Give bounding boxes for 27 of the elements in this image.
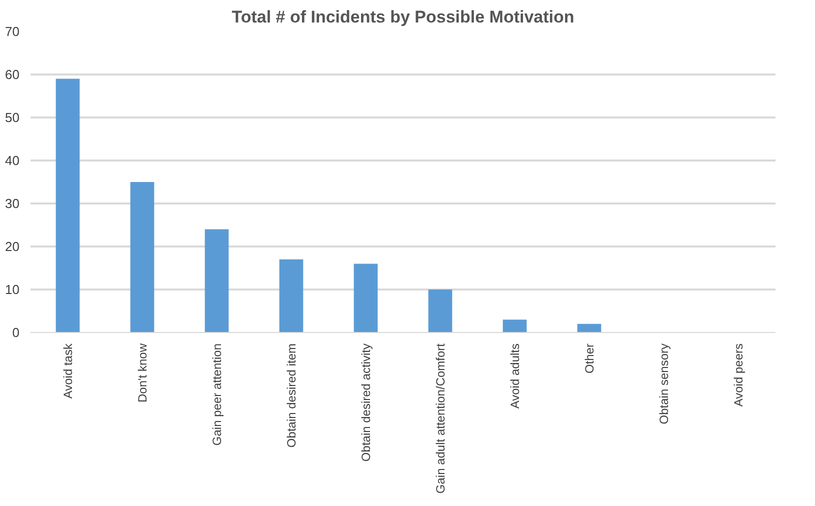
x-tick-label: Gain adult attention/Comfort xyxy=(433,342,448,494)
y-tick-label: 60 xyxy=(5,67,20,82)
bar xyxy=(502,320,527,332)
y-tick-label: 50 xyxy=(5,110,20,125)
x-tick-label: Obtain sensory xyxy=(656,343,671,424)
x-tick-label: Gain peer attention xyxy=(210,343,224,446)
y-tick-label: 30 xyxy=(5,196,20,211)
y-tick-label: 20 xyxy=(5,239,20,254)
bar xyxy=(577,324,602,332)
x-tick-label: Obtain desired item xyxy=(284,343,298,448)
chart-title: Total # of Incidents by Possible Motivation xyxy=(232,8,574,26)
bar xyxy=(56,78,80,332)
y-tick-label: 0 xyxy=(12,325,20,340)
bar xyxy=(130,182,154,332)
y-tick-label: 40 xyxy=(5,153,20,168)
bar xyxy=(279,259,304,332)
bar xyxy=(354,264,378,332)
bar xyxy=(428,290,452,332)
x-tick-label: Don't know xyxy=(135,343,150,402)
y-tick-label: 70 xyxy=(5,24,20,39)
bar xyxy=(204,229,229,332)
x-tick-label: Other xyxy=(582,343,596,374)
x-tick-label: Avoid adults xyxy=(508,344,522,409)
x-tick-label: Obtain desired activity xyxy=(358,343,373,462)
y-tick-label: 10 xyxy=(5,282,20,297)
x-tick-label: Avoid peers xyxy=(731,343,746,407)
x-tick-label: Avoid task xyxy=(60,342,75,399)
